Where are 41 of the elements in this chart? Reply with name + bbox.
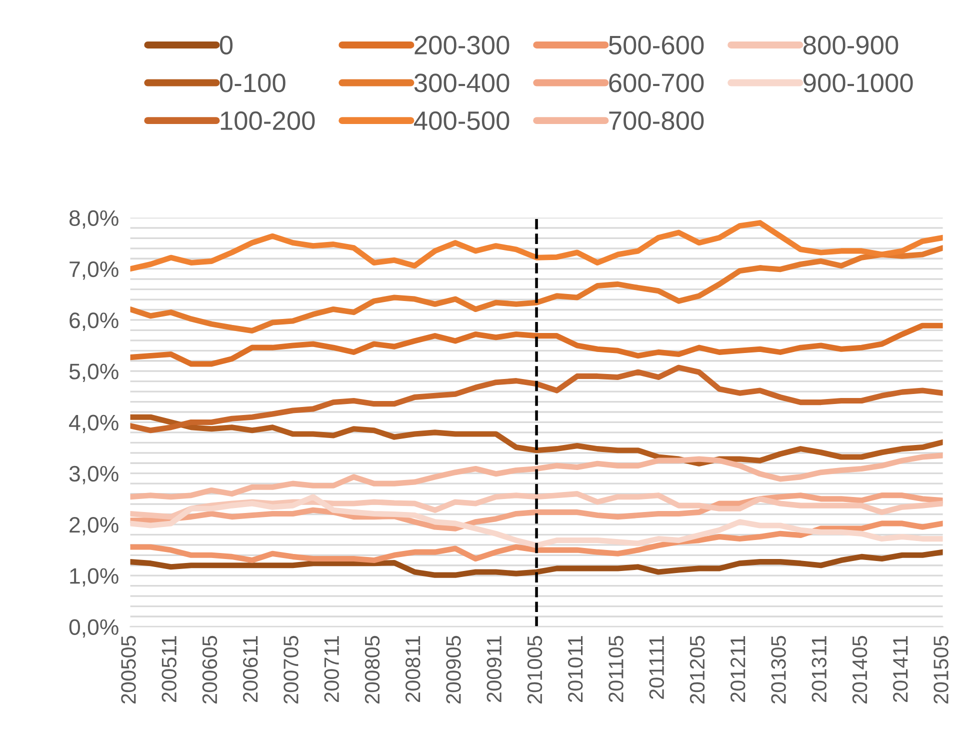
x-tick-label: 200805: [364, 636, 380, 704]
legend-label: 700-800: [609, 111, 704, 130]
y-tick-label: 7,0%: [70, 261, 118, 280]
x-tick-label: 201311: [812, 636, 827, 702]
y-tick-label: 5,0%: [69, 364, 118, 382]
x-tick-label: 201211: [730, 636, 746, 702]
x-tick-label: 201111: [649, 636, 664, 699]
x-tick-label: 201011: [568, 636, 583, 702]
y-tick-label: 4,0%: [69, 414, 118, 434]
legend-label: 0-100: [220, 74, 286, 92]
x-tick-label: 201205: [690, 636, 705, 704]
x-tick-label: 201005: [527, 636, 542, 704]
x-tick-label: 200905: [446, 636, 461, 704]
x-tick-label: 200711: [324, 636, 339, 702]
x-tick-label: 201505: [934, 636, 948, 704]
x-tick-label: 200811: [406, 636, 420, 702]
x-tick-label: 201405: [852, 636, 868, 704]
x-tick-label: 200505: [121, 636, 136, 704]
legend-label: 400-500: [414, 111, 510, 130]
legend-label: 600-700: [609, 74, 704, 92]
x-tick-label: 200511: [162, 636, 176, 702]
y-tick-label: 3,0%: [69, 466, 118, 484]
legend-label: 800-900: [803, 36, 898, 54]
x-tick-label: 200911: [486, 636, 502, 702]
x-tick-label: 200705: [284, 636, 298, 704]
legend-label: 0: [220, 36, 233, 54]
y-tick-label: 2,0%: [70, 517, 118, 536]
x-tick-label: 201305: [771, 636, 786, 704]
legend-label: 900-1000: [804, 74, 913, 92]
x-tick-label: 201105: [608, 636, 624, 702]
y-tick-label: 6,0%: [70, 312, 118, 331]
x-tick-label: 200605: [202, 636, 218, 704]
legend-label: 300-400: [414, 74, 510, 92]
y-tick-label: 0,0%: [69, 619, 118, 638]
legend-label: 200-300: [414, 36, 510, 54]
legend-label: 100-200: [220, 111, 315, 130]
legend-label: 500-600: [608, 36, 704, 54]
y-tick-label: 1,0%: [70, 568, 118, 586]
y-tick-label: 8,0%: [69, 210, 118, 229]
x-tick-label: 201411: [893, 636, 908, 702]
x-tick-label: 200611: [242, 636, 258, 702]
